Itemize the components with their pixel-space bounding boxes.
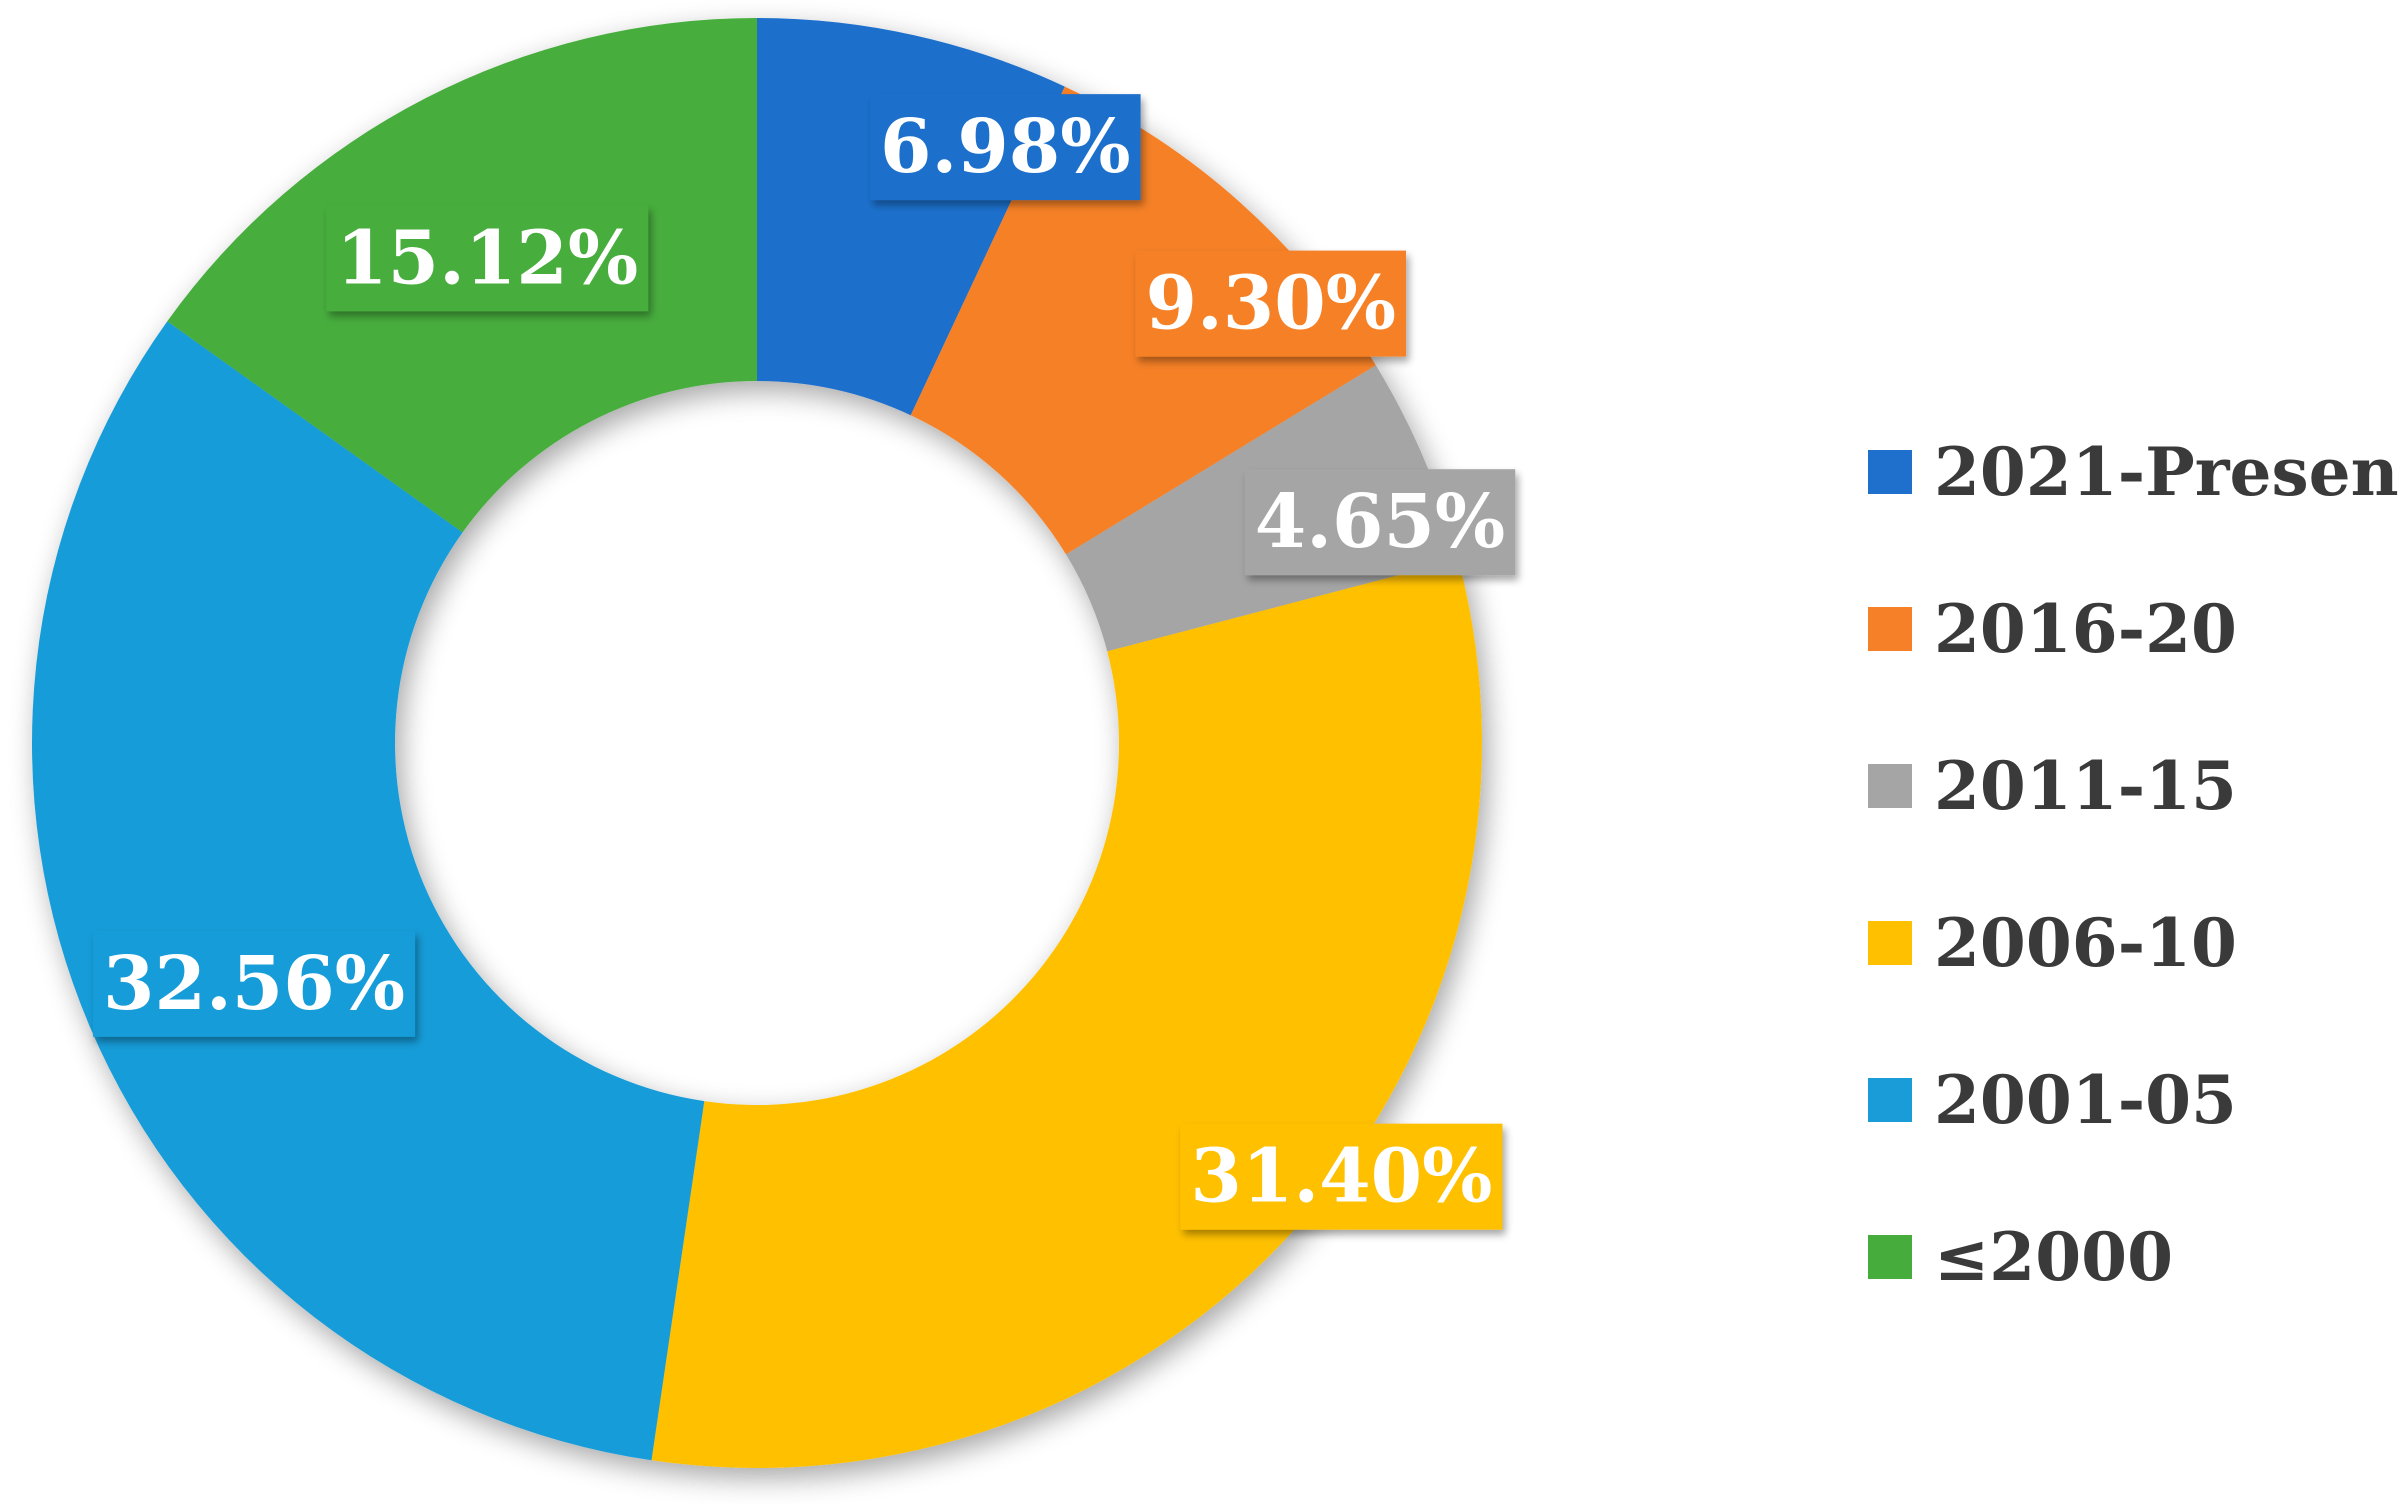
slice-label-2021-present: 6.98% <box>870 94 1141 201</box>
legend-item-2006-10: 2006-10 <box>1868 904 2237 982</box>
slice-value-label: 9.30% <box>1145 261 1396 347</box>
slice-label-box <box>92 930 416 1037</box>
slice-label-2006-10: 31.40% <box>1180 1123 1503 1230</box>
slice-label-2011-15: 4.65% <box>1244 469 1516 576</box>
legend-label: 2021-Present <box>1934 433 2400 511</box>
legend-item-2011-15: 2011-15 <box>1868 747 2237 825</box>
slice-label-box <box>1135 250 1407 357</box>
slice-value-label: 4.65% <box>1255 479 1506 565</box>
slice-label-2001-05: 32.56% <box>92 930 416 1037</box>
legend-label: 2001-05 <box>1934 1061 2237 1139</box>
slice-value-label: 31.40% <box>1190 1134 1492 1220</box>
slice-labels: 6.98%9.30% 4.65% 31.40% 32.56% 15.12% <box>92 94 1516 1230</box>
slice-label-2000: 15.12% <box>326 205 649 312</box>
legend-swatch <box>1868 1235 1912 1279</box>
legend-item-2001-05: 2001-05 <box>1868 1061 2237 1139</box>
slices <box>31 18 1482 1468</box>
legend-label: 2011-15 <box>1934 747 2237 825</box>
legend-swatch <box>1868 921 1912 965</box>
slice-label-box <box>870 94 1141 201</box>
slice-label-box <box>1180 1123 1503 1230</box>
slice-2001-05 <box>31 321 705 1461</box>
legend-swatch <box>1868 607 1912 651</box>
slice-label-box <box>326 205 649 312</box>
legend-swatch <box>1868 450 1912 494</box>
legend-label: 2006-10 <box>1934 904 2237 982</box>
legend-swatch <box>1868 1078 1912 1122</box>
slice-label-2016-20: 9.30% <box>1135 250 1407 357</box>
legend-swatch <box>1868 764 1912 808</box>
slice-2006-10 <box>651 559 1482 1468</box>
slice-value-label: 15.12% <box>336 215 638 301</box>
slice-value-label: 32.56% <box>103 941 405 1027</box>
slice-value-label: 6.98% <box>880 104 1131 190</box>
legend-label: 2016-20 <box>1934 590 2237 668</box>
legend-item-2021-present: 2021-Present <box>1868 433 2400 511</box>
legend: 2021-Present 2016-20 2011-15 2006-10 2001-05… <box>1868 433 2400 1296</box>
legend-item-2000: ≤2000 <box>1868 1218 2173 1296</box>
legend-item-2016-20: 2016-20 <box>1868 590 2237 668</box>
slice-label-box <box>1244 469 1516 576</box>
legend-label: ≤2000 <box>1934 1218 2173 1296</box>
